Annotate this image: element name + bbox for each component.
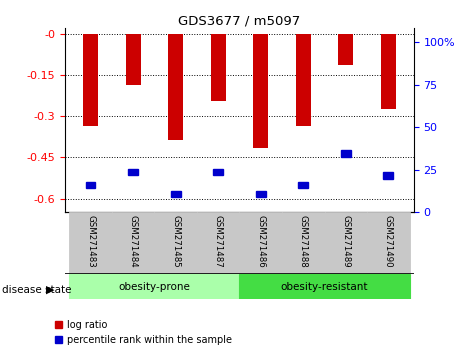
Bar — [381, 34, 396, 109]
Bar — [213, 169, 223, 175]
Bar — [197, 212, 239, 274]
Bar — [154, 212, 197, 274]
Text: GSM271489: GSM271489 — [341, 215, 350, 268]
Bar — [299, 182, 308, 188]
Text: obesity-resistant: obesity-resistant — [281, 282, 368, 292]
Bar — [256, 191, 266, 197]
Bar — [126, 34, 140, 85]
Text: GSM271484: GSM271484 — [129, 215, 138, 268]
Bar — [253, 34, 268, 148]
Title: GDS3677 / m5097: GDS3677 / m5097 — [179, 14, 300, 27]
Bar — [168, 34, 183, 139]
Text: disease state: disease state — [2, 285, 72, 295]
Bar — [211, 34, 226, 101]
Text: GSM271483: GSM271483 — [86, 215, 95, 268]
Text: GSM271486: GSM271486 — [256, 215, 265, 268]
Text: GSM271487: GSM271487 — [214, 215, 223, 268]
Bar — [384, 172, 393, 179]
Bar — [112, 212, 154, 274]
Bar — [128, 169, 138, 175]
Text: GSM271488: GSM271488 — [299, 215, 308, 268]
Text: GSM271485: GSM271485 — [171, 215, 180, 268]
Bar — [296, 34, 311, 126]
Bar — [69, 212, 112, 274]
Bar — [341, 150, 351, 157]
Bar — [367, 212, 410, 274]
Text: GSM271490: GSM271490 — [384, 215, 393, 268]
Bar — [171, 191, 180, 197]
Legend: log ratio, percentile rank within the sample: log ratio, percentile rank within the sa… — [51, 316, 236, 349]
Bar — [83, 34, 98, 126]
Bar — [239, 274, 410, 299]
Bar — [282, 212, 325, 274]
Bar — [339, 34, 353, 65]
Bar — [239, 212, 282, 274]
Bar — [325, 212, 367, 274]
Text: obesity-prone: obesity-prone — [119, 282, 190, 292]
Bar — [69, 274, 239, 299]
Text: ▶: ▶ — [46, 285, 54, 295]
Bar — [86, 182, 95, 188]
